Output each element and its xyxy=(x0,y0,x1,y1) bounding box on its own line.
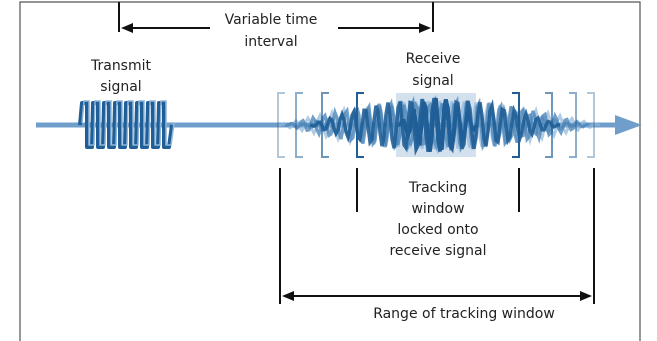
tracking-label-line4: receive signal xyxy=(389,243,486,259)
bracket-left-4 xyxy=(356,92,364,158)
transmit-label-line2: signal xyxy=(100,79,141,95)
bracket-left-2 xyxy=(295,92,303,158)
receive-signal-waves xyxy=(277,94,601,157)
bracket-right-2 xyxy=(569,92,577,158)
tracking-window-brackets xyxy=(277,92,595,158)
receive-wave-5 xyxy=(397,97,479,152)
frame xyxy=(19,1,641,341)
tracking-window-markers xyxy=(356,168,520,212)
tracking-label-line2: window xyxy=(411,201,464,217)
time-interval-dimension xyxy=(118,2,434,33)
interval-label-line1: Variable time xyxy=(225,12,318,28)
range-dimension xyxy=(279,168,595,304)
tracking-label-line3: locked onto xyxy=(397,222,478,238)
bracket-right-3 xyxy=(545,92,553,158)
bracket-right-1 xyxy=(587,92,595,158)
transmit-pulse-highlight xyxy=(81,100,175,146)
receive-label-line1: Receive xyxy=(406,51,461,67)
interval-label-line2: interval xyxy=(244,34,297,50)
bracket-left-1 xyxy=(277,92,285,158)
tracking-label-line1: Tracking xyxy=(408,180,467,196)
transmit-pulse xyxy=(78,100,175,149)
receive-label-line2: signal xyxy=(412,73,453,89)
bracket-right-4 xyxy=(512,92,520,158)
range-label: Range of tracking window xyxy=(373,306,555,322)
transmit-label-line1: Transmit xyxy=(90,58,152,74)
bracket-left-3 xyxy=(321,92,329,158)
